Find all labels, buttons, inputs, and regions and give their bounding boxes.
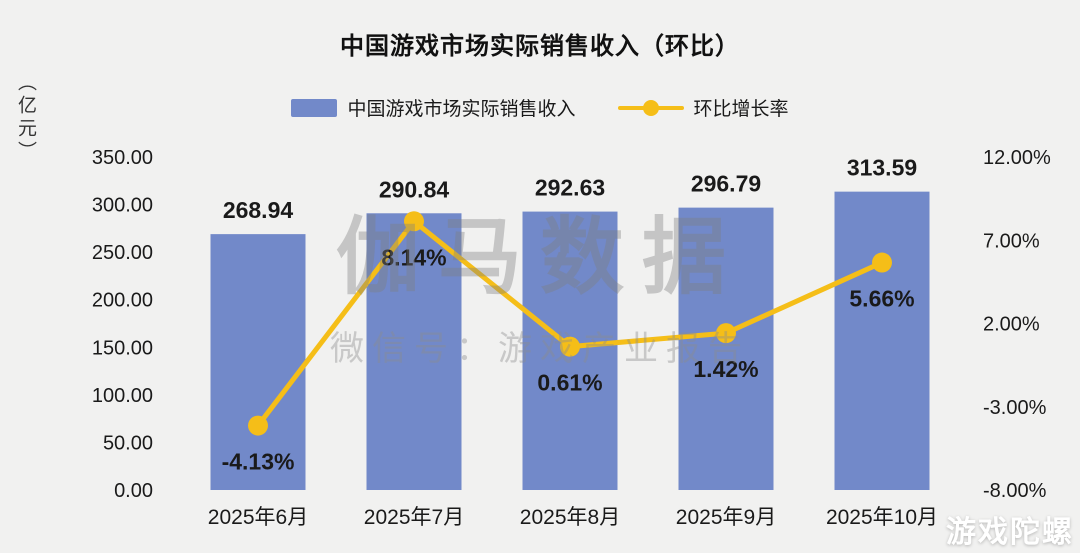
- chart-title: 中国游戏市场实际销售收入（环比）: [340, 33, 740, 60]
- left-axis-tick: 300.00: [92, 195, 153, 217]
- legend-line-label: 环比增长率: [693, 99, 789, 120]
- left-axis-tick: 50.00: [103, 432, 153, 454]
- bar: [678, 207, 774, 490]
- growth-label: 0.61%: [537, 370, 602, 396]
- line-marker: [560, 336, 580, 357]
- legend-bar-swatch: [291, 98, 338, 117]
- bar-value-label: 290.84: [379, 176, 450, 202]
- growth-label: 5.66%: [849, 286, 914, 312]
- bar-value-label: 292.63: [535, 175, 605, 201]
- category-label: 2025年9月: [676, 506, 776, 529]
- legend-item-growth: 环比增长率: [617, 94, 789, 121]
- right-axis-tick: -8.00%: [983, 480, 1047, 502]
- line-marker: [404, 211, 424, 232]
- growth-label: 1.42%: [693, 356, 758, 382]
- left-axis-tick: 150.00: [92, 337, 153, 359]
- right-axis-tick: 2.00%: [983, 314, 1040, 336]
- right-axis-tick: 12.00%: [983, 147, 1051, 169]
- line-marker: [716, 323, 736, 344]
- bar: [210, 234, 306, 490]
- growth-label: -4.13%: [222, 449, 295, 475]
- left-axis-tick: 100.00: [92, 385, 153, 407]
- left-axis-tick: 250.00: [92, 242, 153, 264]
- category-label: 2025年7月: [364, 506, 464, 529]
- y-axis-unit-label: （亿元）: [15, 72, 36, 164]
- growth-label: 8.14%: [381, 244, 446, 270]
- legend-item-revenue: 中国游戏市场实际销售收入: [291, 94, 576, 121]
- legend-line-marker: [642, 99, 659, 116]
- line-marker: [248, 415, 268, 436]
- left-axis-tick: 0.00: [114, 480, 153, 502]
- right-axis-tick: 7.00%: [983, 230, 1040, 252]
- corner-watermark: 游戏陀螺: [946, 516, 1074, 549]
- bar: [834, 191, 930, 490]
- right-axis-tick: -3.00%: [983, 397, 1047, 419]
- legend-line-swatch: [617, 99, 684, 117]
- category-label: 2025年10月: [826, 506, 938, 529]
- left-axis-tick: 350.00: [92, 147, 153, 169]
- line-marker: [872, 252, 892, 273]
- legend-bar-label: 中国游戏市场实际销售收入: [347, 99, 576, 120]
- left-axis-tick: 200.00: [92, 290, 153, 312]
- category-label: 2025年8月: [520, 506, 620, 529]
- bar-value-label: 268.94: [223, 197, 294, 223]
- bar-value-label: 313.59: [847, 155, 917, 181]
- category-label: 2025年6月: [208, 506, 308, 529]
- legend: 中国游戏市场实际销售收入 环比增长率: [0, 94, 1080, 121]
- bar-value-label: 296.79: [691, 171, 761, 197]
